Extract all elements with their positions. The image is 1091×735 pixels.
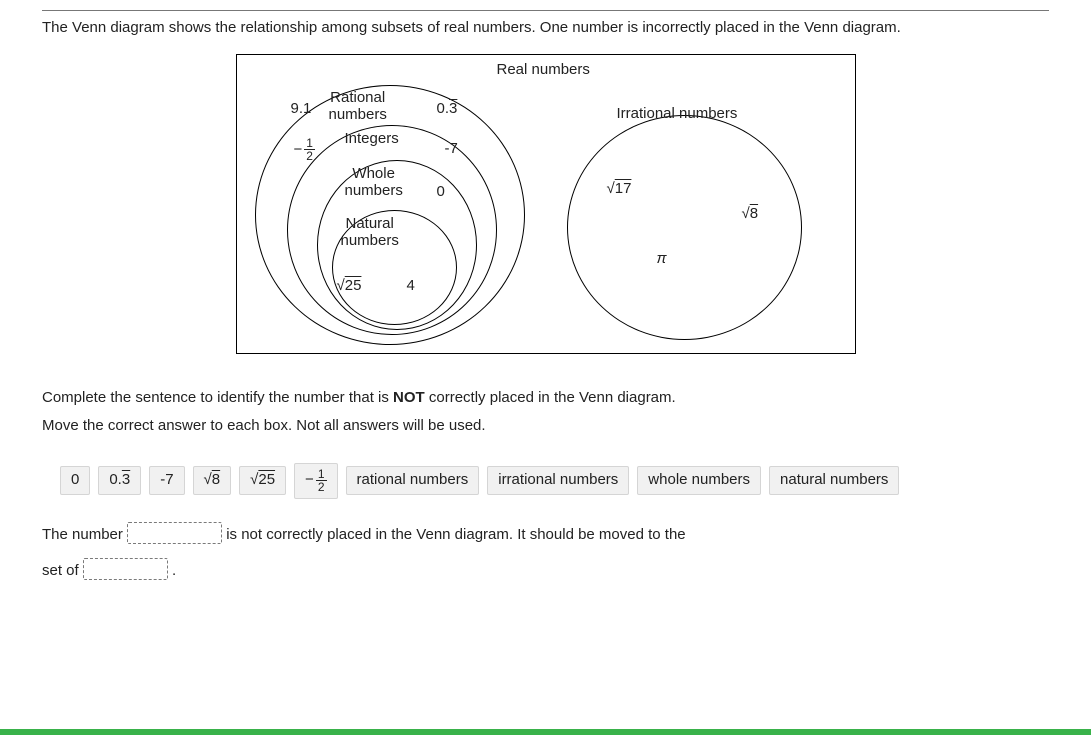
- choice-natural[interactable]: natural numbers: [769, 466, 899, 495]
- choice-sqrt8-rad: 8: [212, 471, 220, 488]
- top-rule: [42, 10, 1049, 11]
- choice-sqrt25-rad: 25: [258, 471, 275, 488]
- choice-neghalf-den: 2: [316, 481, 327, 493]
- venn-diagram: Real numbers Rational numbers 9.1 0.3 In…: [236, 54, 856, 354]
- val-pi: π: [657, 250, 667, 267]
- sentence-part2: is not correctly placed in the Venn diag…: [226, 526, 685, 543]
- integers-label: Integers: [345, 130, 399, 147]
- val-0: 0: [437, 183, 445, 200]
- choice-sqrt8[interactable]: √8: [193, 466, 232, 495]
- val-sqrt25: √25: [337, 277, 362, 294]
- real-numbers-label: Real numbers: [497, 61, 590, 78]
- choice-neghalf-num: 1: [316, 468, 327, 481]
- natural-label: Natural numbers: [341, 215, 399, 250]
- choice-0-3-repeating[interactable]: 0.3: [98, 466, 141, 495]
- choice-rational[interactable]: rational numbers: [346, 466, 480, 495]
- instruction-line-2: Move the correct answer to each box. Not…: [42, 412, 1049, 441]
- sqrt25-radicand: 25: [345, 277, 362, 294]
- answer-sentence: The number is not correctly placed in th…: [42, 517, 1049, 589]
- sentence-part3: set of: [42, 562, 83, 579]
- sentence-part1: The number: [42, 526, 127, 543]
- choice-neg7[interactable]: -7: [149, 466, 184, 495]
- neg-half-num: 1: [304, 137, 315, 150]
- sentence-part4: .: [172, 562, 176, 579]
- neg-half-den: 2: [304, 150, 315, 162]
- val-0-3: 0.3: [437, 100, 458, 117]
- page-root: The Venn diagram shows the relationship …: [0, 0, 1091, 735]
- natural-label-line2: numbers: [341, 232, 399, 249]
- question-prompt: The Venn diagram shows the relationship …: [42, 17, 1049, 40]
- rational-label-line2: numbers: [329, 106, 387, 123]
- progress-bar: [0, 729, 1091, 735]
- choice-sqrt25[interactable]: √25: [239, 466, 286, 495]
- natural-label-line1: Natural: [346, 215, 394, 232]
- choice-neg-half[interactable]: −12: [294, 463, 337, 499]
- sqrt8-radicand: 8: [750, 205, 758, 222]
- instr1-a: Complete the sentence to identify the nu…: [42, 389, 393, 406]
- rational-label: Rational numbers: [329, 89, 387, 124]
- answer-choices: 0 0.3 -7 √8 √25 −12 rational numbers irr…: [60, 463, 1000, 499]
- irrational-circle: [567, 115, 802, 340]
- val-sqrt17: √17: [607, 180, 632, 197]
- dropzone-set[interactable]: [83, 558, 168, 580]
- val-neg-half: −12: [294, 137, 315, 162]
- whole-label-line2: numbers: [345, 182, 403, 199]
- val-4: 4: [407, 277, 415, 294]
- whole-label: Whole numbers: [345, 165, 403, 200]
- dropzone-number[interactable]: [127, 522, 222, 544]
- val-neg7: -7: [445, 140, 458, 157]
- val-sqrt8: √8: [742, 205, 759, 222]
- choice-irrational[interactable]: irrational numbers: [487, 466, 629, 495]
- sqrt17-radicand: 17: [615, 180, 632, 197]
- val-9-1: 9.1: [291, 100, 312, 117]
- instructions: Complete the sentence to identify the nu…: [42, 384, 1049, 441]
- rational-label-line1: Rational: [330, 89, 385, 106]
- choice-0[interactable]: 0: [60, 466, 90, 495]
- choice-whole[interactable]: whole numbers: [637, 466, 761, 495]
- instr1-bold: NOT: [393, 389, 425, 406]
- whole-label-line1: Whole: [352, 165, 395, 182]
- diagram-wrap: Real numbers Rational numbers 9.1 0.3 In…: [42, 54, 1049, 354]
- instr1-b: correctly placed in the Venn diagram.: [425, 389, 676, 406]
- irrational-label: Irrational numbers: [617, 105, 738, 122]
- instruction-line-1: Complete the sentence to identify the nu…: [42, 384, 1049, 413]
